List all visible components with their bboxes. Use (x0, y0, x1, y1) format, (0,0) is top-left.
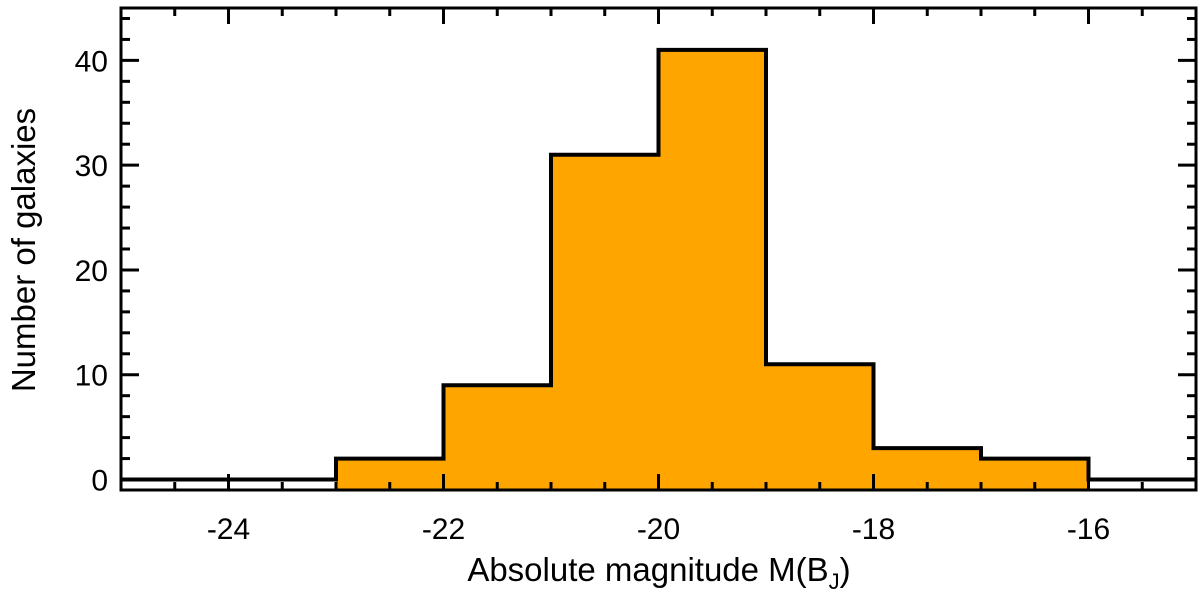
y-tick-label: 20 (75, 255, 108, 288)
axis-ticks (119, 8, 1198, 490)
x-axis-title: Absolute magnitude M(BJ) (467, 551, 850, 593)
y-tick-label: 40 (75, 45, 108, 78)
y-tick-label: 10 (75, 360, 108, 393)
x-tick-label: -20 (637, 513, 680, 546)
histogram-bars (336, 49, 1089, 490)
x-tick-label: -18 (852, 513, 895, 546)
x-tick-label: -24 (207, 513, 250, 546)
y-tick-label: 0 (91, 465, 108, 498)
x-tick-labels: -24 -22 -20 -18 -16 (207, 513, 1110, 546)
x-tick-label: -16 (1067, 513, 1110, 546)
y-tick-label: 30 (75, 150, 108, 183)
histogram-bar-6 (766, 364, 874, 490)
histogram-bar-3 (443, 385, 551, 490)
histogram-bar-5 (658, 49, 766, 490)
y-tick-labels: 0 10 20 30 40 (75, 45, 108, 497)
y-axis-title: Number of galaxies (5, 108, 42, 392)
histogram-bar-4 (551, 154, 659, 490)
x-tick-label: -22 (422, 513, 465, 546)
histogram-outline (121, 47, 1196, 482)
